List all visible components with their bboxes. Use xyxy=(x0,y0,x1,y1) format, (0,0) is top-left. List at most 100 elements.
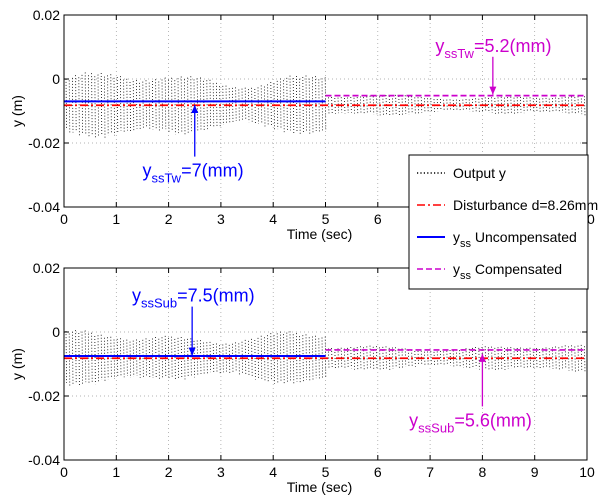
output-y-stroke xyxy=(564,345,567,370)
output-y-stroke xyxy=(344,97,346,114)
output-y-stroke xyxy=(174,80,176,135)
annotation-text: yssSub=7.5(mm) xyxy=(132,286,255,311)
output-y-stroke xyxy=(110,336,112,378)
output-y-stroke xyxy=(318,338,320,380)
x-tick-label: 8 xyxy=(479,464,487,480)
legend-label-output: Output y xyxy=(453,165,506,181)
output-y-stroke xyxy=(507,347,509,370)
annotation-text: yssSub=5.6(mm) xyxy=(409,410,532,435)
output-y-stroke xyxy=(420,97,423,113)
annotation-subscript: ssSub xyxy=(141,296,177,311)
x-tick-label: 0 xyxy=(60,211,68,227)
x-tick-label: 1 xyxy=(112,211,120,227)
output-y-stroke xyxy=(465,99,467,111)
output-y-stroke xyxy=(184,79,186,135)
output-y-stroke xyxy=(472,347,474,369)
output-y-stroke xyxy=(398,95,400,116)
output-y-stroke xyxy=(552,347,554,370)
output-y-stroke xyxy=(209,79,211,127)
output-y-stroke xyxy=(513,348,515,370)
output-y-stroke xyxy=(548,348,551,370)
output-y-stroke xyxy=(81,74,83,135)
output-y-stroke xyxy=(225,85,227,124)
annotation-text: yssTw=5.2(mm) xyxy=(435,36,551,61)
output-y-stroke xyxy=(558,98,560,113)
output-y-stroke xyxy=(526,97,528,113)
output-y-stroke xyxy=(129,341,131,378)
output-y-stroke xyxy=(382,95,384,115)
output-y-stroke xyxy=(84,72,87,134)
output-y-stroke xyxy=(296,76,298,133)
legend-label-subscript: ss xyxy=(460,270,472,282)
output-y-stroke xyxy=(72,77,74,133)
output-y-stroke xyxy=(484,346,487,369)
output-y-stroke xyxy=(568,346,570,371)
output-y-stroke xyxy=(254,339,256,380)
annotation-symbol: y xyxy=(132,286,141,306)
x-axis-label: Time (sec) xyxy=(287,226,353,242)
output-y-stroke xyxy=(542,348,544,369)
output-y-stroke xyxy=(308,78,311,135)
output-y-stroke xyxy=(478,98,480,113)
y-tick-label: 0.02 xyxy=(33,260,60,276)
y-tick-label: 0 xyxy=(52,324,60,340)
legend-label-disturbance: Disturbance d=8.26mm xyxy=(453,197,598,213)
output-y-stroke xyxy=(398,348,400,369)
y-tick-label: -0.02 xyxy=(28,388,60,404)
x-tick-label: 9 xyxy=(531,464,539,480)
output-y-stroke xyxy=(270,82,272,127)
output-y-stroke xyxy=(440,350,442,365)
x-tick-label: 0 xyxy=(60,464,68,480)
output-y-stroke xyxy=(238,343,240,375)
series-output-y xyxy=(65,72,586,139)
legend-label-subscript: ss xyxy=(460,238,472,250)
output-y-stroke xyxy=(187,338,189,378)
output-y-stroke xyxy=(104,337,106,382)
annotation-symbol: y xyxy=(142,161,151,181)
output-y-stroke xyxy=(520,347,522,368)
output-y-stroke xyxy=(142,81,144,130)
legend-label-suffix: Uncompensated xyxy=(471,229,577,245)
output-y-stroke xyxy=(558,347,560,371)
annotation-value: =5.6(mm) xyxy=(454,410,532,430)
output-y-stroke xyxy=(136,339,138,376)
output-y-stroke xyxy=(542,98,544,113)
output-y-stroke xyxy=(315,76,317,132)
output-y-stroke xyxy=(190,76,192,132)
output-y-stroke xyxy=(340,97,343,113)
output-y-stroke xyxy=(264,86,266,127)
output-y-stroke xyxy=(462,349,464,368)
annotation-compensated: yssSub=5.6(mm) xyxy=(409,353,532,435)
output-y-stroke xyxy=(395,347,397,368)
output-y-stroke xyxy=(520,96,522,113)
annotation-value: =7(mm) xyxy=(181,161,244,181)
annotation-subscript: ssSub xyxy=(418,420,454,435)
annotation-arrow-head xyxy=(478,353,486,362)
output-y-stroke xyxy=(241,341,243,375)
annotation-arrow-head xyxy=(489,86,497,95)
annotation-text: yssTw=7(mm) xyxy=(142,161,243,186)
x-tick-label: 2 xyxy=(165,464,173,480)
output-y-stroke xyxy=(158,81,160,132)
output-y-stroke xyxy=(260,85,263,124)
output-y-stroke xyxy=(171,336,173,379)
output-y-stroke xyxy=(164,335,167,378)
output-y-stroke xyxy=(148,82,151,131)
output-y-stroke xyxy=(158,338,160,380)
x-tick-label: 2 xyxy=(165,211,173,227)
x-tick-label: 4 xyxy=(269,464,277,480)
output-y-stroke xyxy=(161,79,163,131)
annotation-arrow-head xyxy=(188,347,196,356)
output-y-stroke xyxy=(302,77,304,135)
output-y-stroke xyxy=(328,348,330,369)
output-y-stroke xyxy=(244,87,247,121)
annotation-symbol: y xyxy=(409,410,418,430)
output-y-stroke xyxy=(584,346,586,372)
output-y-stroke xyxy=(145,338,147,377)
output-y-stroke xyxy=(235,342,237,373)
annotation-subscript: ssTw xyxy=(444,46,474,61)
output-y-stroke xyxy=(424,351,426,366)
output-y-stroke xyxy=(164,77,167,130)
